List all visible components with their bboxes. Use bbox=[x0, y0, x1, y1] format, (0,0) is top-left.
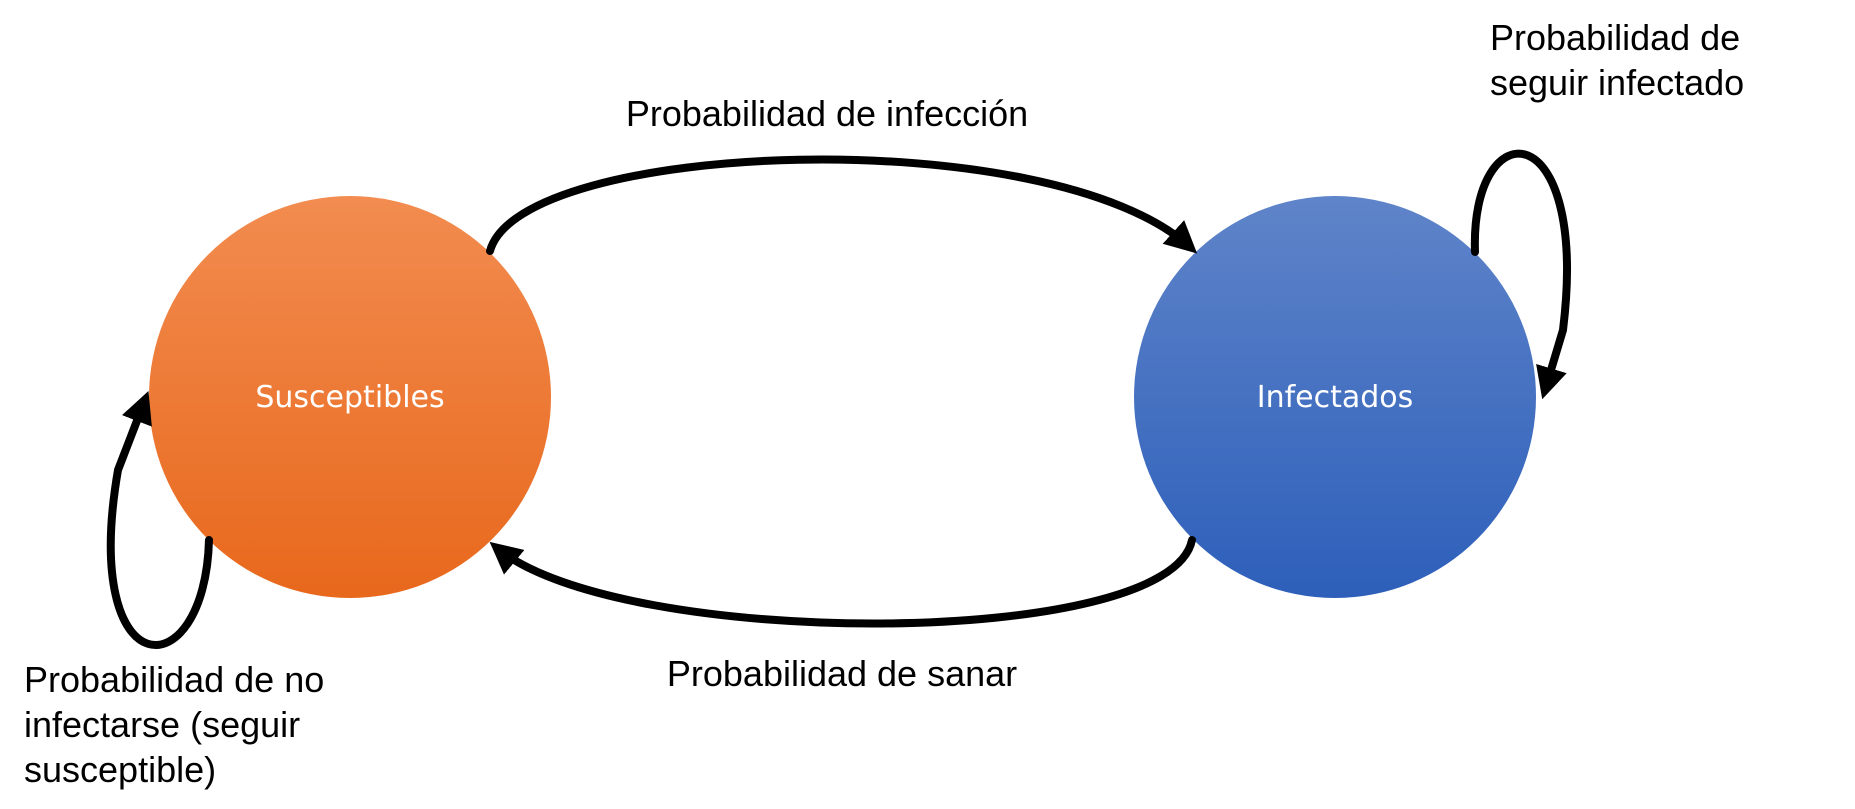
arrow-stay-susceptible bbox=[106, 391, 213, 649]
label-stay-susceptible-line: Probabilidad de no bbox=[24, 659, 324, 700]
label-stay-susceptible: Probabilidad de no infectarse (seguir su… bbox=[24, 659, 334, 790]
node-susceptibles bbox=[149, 196, 551, 598]
arrow-stay-infected bbox=[1470, 149, 1571, 400]
arrow-recovery bbox=[489, 536, 1196, 628]
node-infectados-label: Infectados bbox=[1257, 380, 1414, 415]
label-stay-infected-line: Probabilidad de bbox=[1490, 17, 1740, 58]
arrow-infection bbox=[486, 155, 1198, 255]
label-stay-susceptible-line: infectarse (seguir bbox=[24, 704, 300, 745]
label-stay-infected: Probabilidad de seguir infectado bbox=[1490, 17, 1750, 103]
label-recovery: Probabilidad de sanar bbox=[667, 653, 1017, 694]
label-stay-susceptible-line: susceptible) bbox=[24, 749, 216, 790]
node-infectados bbox=[1134, 196, 1536, 598]
label-infection: Probabilidad de infección bbox=[626, 93, 1028, 134]
node-susceptibles-label: Susceptibles bbox=[255, 380, 444, 415]
label-stay-infected-line: seguir infectado bbox=[1490, 62, 1744, 103]
